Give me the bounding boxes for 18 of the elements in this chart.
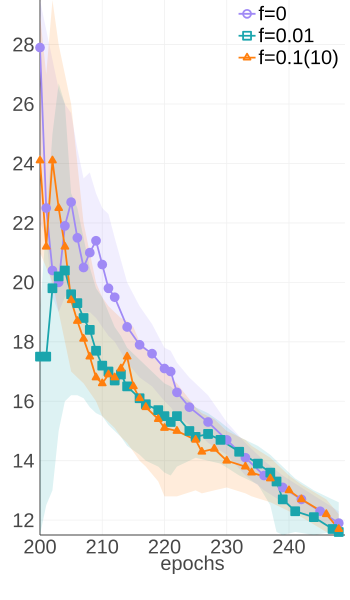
x-tick-label: 200 xyxy=(24,540,56,554)
x-axis-title: epochs xyxy=(161,555,224,574)
legend-label: f=0.01 xyxy=(258,28,314,42)
y-tick-label: 22 xyxy=(13,216,34,230)
legend-label: f=0.1(10) xyxy=(258,50,338,68)
y-tick-label: 18 xyxy=(14,334,34,349)
x-tick-label: 210 xyxy=(86,540,118,554)
legend-label: f=0 xyxy=(258,6,286,20)
x-tick-label: 230 xyxy=(211,540,243,554)
y-tick-label: 12 xyxy=(14,513,34,528)
y-tick-label: 26 xyxy=(13,96,34,112)
y-tick-label: 24 xyxy=(13,156,34,170)
y-tick-label: 28 xyxy=(13,38,34,52)
y-tick-label: 16 xyxy=(14,394,34,408)
x-tick-label: 240 xyxy=(273,540,305,554)
x-tick-label: 220 xyxy=(148,540,180,554)
y-tick-label: 14 xyxy=(14,454,34,468)
y-tick-label: 20 xyxy=(13,275,34,290)
